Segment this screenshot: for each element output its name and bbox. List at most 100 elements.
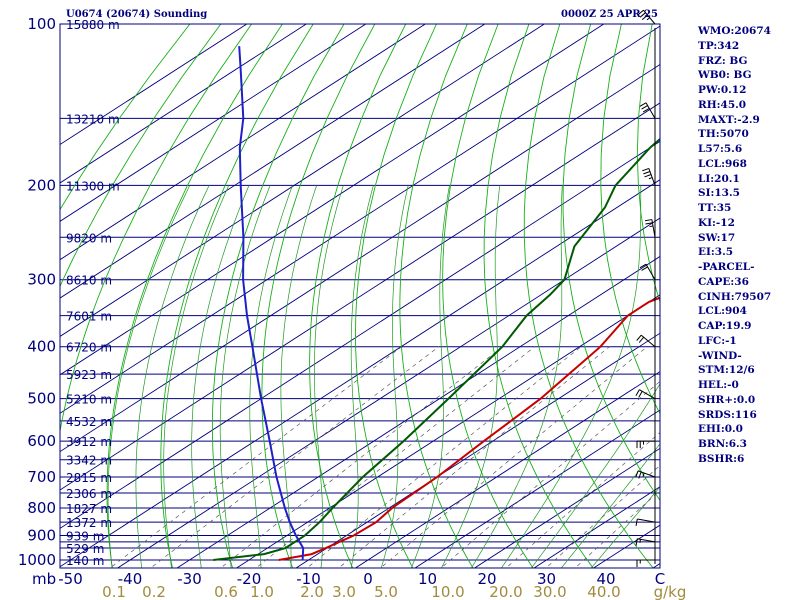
moist-adiabat--15 — [249, 185, 293, 568]
mixing-ratio-unit-label: g/kg — [654, 583, 687, 600]
wind-barb-half-flag — [649, 225, 654, 228]
mixing-ratio-line-5 — [380, 346, 648, 568]
isotherm--70 — [60, 102, 660, 491]
index-26: SRDS:116 — [698, 408, 757, 421]
index-1: TP:342 — [698, 39, 740, 52]
wind-barb-flag — [644, 219, 652, 222]
isotherm--90 — [60, 25, 660, 414]
dry-adiabat-390 — [774, 24, 800, 571]
moist-adiabat-5 — [380, 185, 409, 568]
index-21: LFC:-1 — [698, 334, 737, 347]
wind-barb — [637, 470, 656, 478]
index-27: EHI:0.0 — [698, 423, 743, 436]
wind-barb — [639, 389, 656, 400]
height-label: 5923 m — [66, 368, 112, 382]
height-label: 4532 m — [66, 415, 112, 429]
mixing-ratio-label: 20.0 — [489, 583, 522, 600]
isotherm--160 — [60, 24, 248, 146]
wind-barb — [645, 263, 656, 280]
mixing-ratio-label: 40.0 — [587, 583, 620, 600]
isotherm--40 — [116, 217, 660, 568]
temperature-label: -20 — [237, 570, 262, 588]
moist-adiabat--10 — [280, 185, 318, 568]
dry-adiabat-210 — [60, 24, 222, 288]
dry-adiabat-230 — [106, 24, 283, 568]
dry-adiabat-220 — [60, 24, 252, 434]
mixing-ratio-line-0.2 — [150, 346, 440, 568]
wind-barb-flag — [635, 470, 639, 478]
isotherm--20 — [235, 294, 660, 568]
mixing-ratio-line-20 — [505, 432, 660, 568]
moist-adiabat-0 — [350, 185, 374, 568]
index-4: PW:0.12 — [698, 84, 747, 96]
pressure-label: 100 — [27, 15, 56, 33]
wind-barb-flag — [639, 263, 647, 269]
moist-adiabat-15 — [441, 185, 501, 568]
mixing-ratio-line-3 — [338, 346, 610, 568]
height-label: 3342 m — [66, 454, 112, 468]
mixing-ratio-label: 0.1 — [102, 583, 126, 600]
pressure-label: 500 — [27, 390, 56, 408]
pressure-unit-label: mb — [32, 570, 56, 588]
index-2: FRZ: BG — [698, 54, 748, 67]
wind-barb-half-flag — [646, 17, 650, 21]
height-label: 3912 m — [66, 435, 112, 449]
moist-adiabat--30 — [163, 185, 230, 568]
wind-barb-half-flag — [648, 177, 653, 180]
pressure-label: 400 — [27, 338, 56, 356]
pressure-label: 900 — [27, 526, 56, 544]
isotherm--60 — [60, 140, 660, 529]
stability-indices: WMO:20674 TP:342 FRZ: BG WB0: BG PW:0.12 RH:4… — [698, 24, 771, 467]
height-label: 11300 m — [66, 179, 120, 193]
plot-frame — [59, 23, 661, 569]
isotherm-10 — [414, 409, 660, 568]
height-label: 140 m — [66, 554, 104, 568]
pressure-label: 300 — [27, 271, 56, 289]
temperature-label: 20 — [477, 570, 496, 588]
height-label: 1827 m — [66, 502, 112, 516]
isotherm-20 — [473, 447, 660, 568]
mixing-ratio-label: 5.0 — [374, 583, 398, 600]
mixing-ratio-label: 1.0 — [250, 583, 274, 600]
index-22: -WIND- — [698, 349, 742, 362]
index-24: HEL:-0 — [698, 379, 739, 391]
dry-adiabat-310 — [483, 24, 594, 568]
index-16: -PARCEL- — [698, 261, 755, 273]
dry-adiabat-340 — [600, 24, 660, 415]
mixing-ratio-line-0.6 — [220, 346, 503, 568]
height-label: 529 m — [66, 542, 104, 556]
mixing-ratio-line-30 — [545, 465, 660, 568]
moist-adiabat-10 — [410, 185, 450, 568]
moist-adiabat-20 — [470, 185, 563, 568]
wind-barb — [637, 518, 656, 523]
pressure-label: 200 — [27, 176, 56, 194]
dry-adiabat-290 — [399, 24, 474, 568]
index-6: MAXT:-2.9 — [698, 113, 760, 126]
wind-barb-flag — [643, 171, 651, 175]
isotherm--80 — [60, 63, 660, 453]
wind-barb-flag — [639, 102, 647, 107]
dry-adiabat-330 — [562, 24, 660, 502]
temperature-label: -50 — [58, 570, 83, 588]
wind-barb-flag — [641, 105, 648, 110]
index-0: WMO:20674 — [698, 25, 771, 37]
mixing-ratio-line-10 — [440, 380, 660, 568]
moist-adiabat-30 — [530, 383, 660, 568]
sounding-title: U0674 (20674) Sounding — [66, 9, 208, 20]
pressure-label: 600 — [27, 432, 56, 450]
height-label: 2306 m — [66, 487, 112, 501]
index-15: EI:3.5 — [698, 246, 734, 259]
mixing-ratio-label: 10.0 — [431, 583, 464, 600]
height-label: 939 m — [66, 529, 104, 543]
moist-adiabat-25 — [500, 185, 642, 568]
isotherm--150 — [60, 24, 307, 184]
index-13: KI:-12 — [698, 216, 735, 229]
height-label: 2815 m — [66, 471, 112, 485]
mixing-ratio-line-1 — [255, 346, 535, 568]
pressure-label: 700 — [27, 468, 56, 486]
wind-barb-flag — [638, 471, 642, 479]
index-20: CAP:19.9 — [698, 320, 752, 332]
dry-adiabat-300 — [442, 24, 534, 568]
isotherm--120 — [60, 24, 486, 299]
